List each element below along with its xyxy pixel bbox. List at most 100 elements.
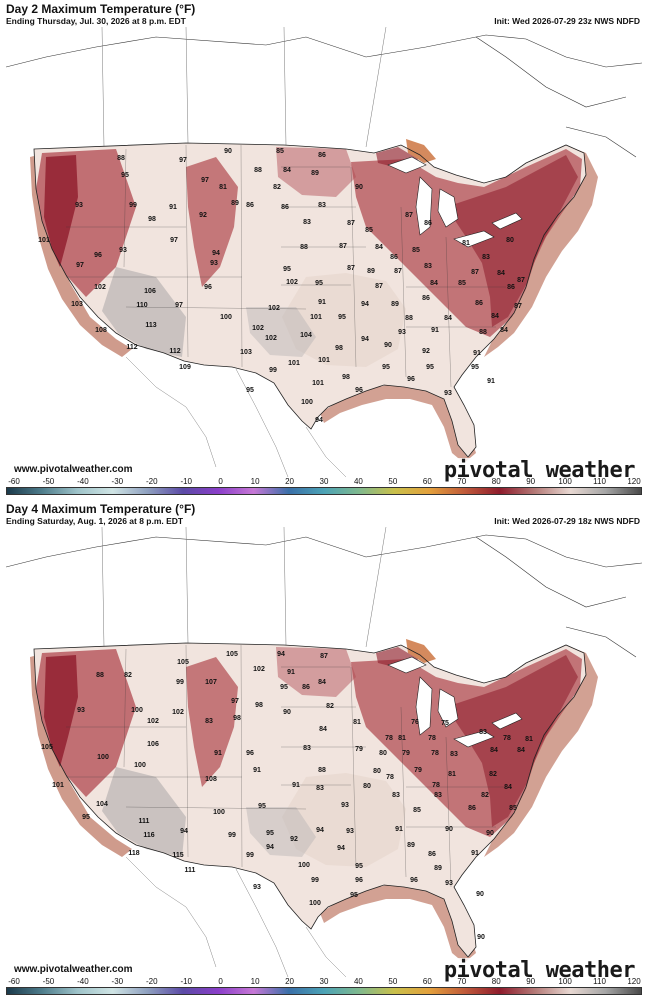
temperature-label: 95 [280,684,288,691]
temperature-label: 91 [487,378,495,385]
temperature-label: 85 [412,247,420,254]
us-outline [33,142,587,458]
colorbar-tick-label: -20 [145,977,158,986]
temperature-label: 99 [269,367,277,374]
temperature-label: 100 [220,314,232,321]
temperature-label: 83 [392,792,400,799]
temperature-field [406,639,436,663]
temperature-label: 90 [355,184,363,191]
temperature-label: 94 [337,845,345,852]
brand-logo: pivotal weather [440,958,638,983]
temperature-label: 91 [431,327,439,334]
temperature-label: 84 [375,244,383,251]
temperature-label: 104 [300,332,312,339]
temperature-label: 91 [292,782,300,789]
temperature-label: 88 [300,244,308,251]
temperature-label: 96 [410,877,418,884]
temperature-label: 116 [143,832,154,839]
temperature-label: 87 [320,653,328,660]
temperature-label: 106 [144,288,156,295]
temperature-label: 80 [506,237,514,244]
temperature-label: 81 [353,719,361,726]
temperature-label: 93 [398,329,406,336]
temperature-field [44,655,78,767]
colorbar-tick-label: 10 [250,477,260,486]
temperature-label: 102 [172,709,184,716]
temperature-label: 102 [147,718,159,725]
temperature-field [320,383,476,463]
temperature-field [282,773,406,867]
temperature-label: 95 [426,364,434,371]
temperature-label: 94 [315,417,323,424]
colorbar-tick-label: 70 [457,477,467,486]
temperature-label: 83 [479,729,487,736]
temperature-label: 99 [228,832,236,839]
temperature-label: 81 [448,771,456,778]
temperature-label: 99 [129,202,137,209]
temperature-label: 91 [169,204,177,211]
temperature-label: 96 [204,284,212,291]
colorbar-tick-label: 120 [627,977,641,986]
temperature-label: 83 [450,751,458,758]
temperature-label: 101 [52,782,64,789]
panel-init-time: Init: Wed 2026-07-29 18z NWS NDFD [494,516,640,526]
temperature-label: 95 [338,314,346,321]
temperature-label: 80 [373,768,381,775]
temperature-label: 86 [390,254,398,261]
colorbar-tick-label: -10 [180,477,192,486]
temperature-label: 94 [212,250,220,257]
temperature-map: 105 94 87 105 102 91 82 88 95 86 84 99 107 102 83 97 98 9… [6,527,642,983]
temperature-label: 92 [422,348,430,355]
temperature-label: 88 [96,672,104,679]
colorbar-tick-label: 10 [250,977,260,986]
map-panel-day4: Day 4 Maximum Temperature (°F) Ending Sa… [0,500,648,1000]
temperature-label: 98 [255,702,263,709]
temperature-label: 95 [471,364,479,371]
temperature-label: 94 [180,828,188,835]
temperature-label: 102 [253,666,265,673]
temperature-label: 90 [384,342,392,349]
temperature-label: 90 [224,148,232,155]
temperature-label: 91 [471,850,479,857]
temperature-label: 82 [489,771,497,778]
temperature-label: 85 [365,227,373,234]
temperature-label: 95 [315,280,323,287]
temperature-label: 83 [482,254,490,261]
colorbar-tick-label: 70 [457,977,467,986]
colorbar-tick-label: 50 [388,977,398,986]
colorbar-tick-label: 80 [491,977,501,986]
temperature-label: 91 [473,350,481,357]
colorbar-tick-label: -10 [180,977,192,986]
temperature-label: 83 [424,263,432,270]
temperature-label: 108 [205,776,217,783]
temperature-label: 79 [414,767,422,774]
temperature-label: 100 [301,399,313,406]
temperature-label: 95 [355,863,363,870]
temperature-label: 89 [231,200,239,207]
temperature-label: 78 [428,735,436,742]
temperature-label: 93 [75,202,83,209]
temperature-label: 86 [318,152,326,159]
colorbar-tick-label: 30 [319,477,329,486]
temperature-field [186,657,238,787]
temperature-field [406,139,436,163]
temperature-label: 87 [517,277,525,284]
temperature-label: 91 [395,826,403,833]
temperature-label: 88 [254,167,262,174]
temperature-label: 96 [355,877,363,884]
colorbar-tick-label: -60 [8,977,20,986]
colorbar-tick-label: -30 [111,977,124,986]
colorbar-tick-labels: -60 -50 -40 -30 -20 -10 0 10 20 30 40 50 60 70 80 90 100… [6,477,642,487]
temperature-label: 97 [76,262,84,269]
temperature-label: 88 [117,155,125,162]
temperature-label: 75 [441,720,449,727]
temperature-label: 82 [326,703,334,710]
temperature-label: 83 [303,745,311,752]
temperature-label: 82 [124,672,132,679]
temperature-label: 95 [382,364,390,371]
colorbar [6,487,642,495]
temperature-label: 91 [287,669,295,676]
temperature-label: 115 [172,852,183,859]
temperature-label: 83 [318,202,326,209]
panel-valid-time: Ending Thursday, Jul. 30, 2026 at 8 p.m.… [6,16,186,26]
